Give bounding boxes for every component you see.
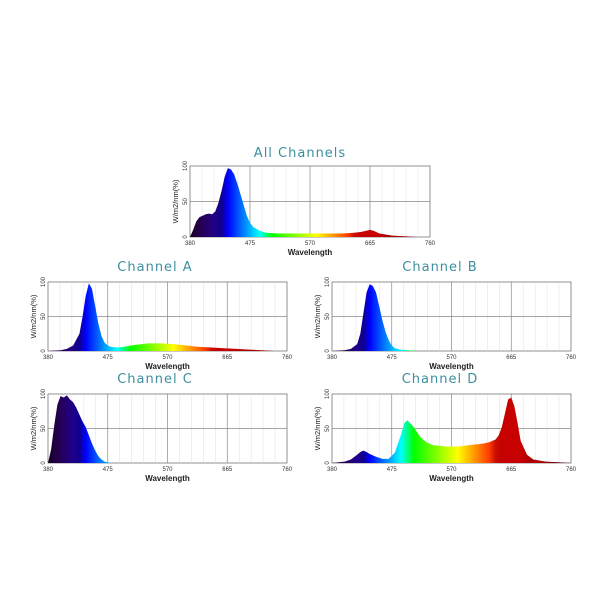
- y-tick-label: 0: [325, 349, 331, 353]
- x-tick-label: 760: [566, 355, 577, 361]
- y-tick-label: 100: [41, 276, 47, 287]
- x-tick-label: 665: [506, 467, 517, 473]
- x-tick-label: 760: [425, 241, 436, 247]
- chart-title: Channel B: [402, 260, 478, 275]
- chart-title: Channel D: [401, 372, 479, 387]
- y-axis-label: W/m2/nm(%): [29, 406, 38, 450]
- chart-all-channels: 380 475 570 665 760 0 50 100 W/m2/nm(%) Wavelengt…: [171, 160, 436, 257]
- y-axis-label: W/m2/nm(%): [29, 294, 38, 338]
- spectrum-area: [48, 283, 287, 351]
- y-tick-label: 50: [41, 425, 47, 432]
- spectrum-area: [48, 395, 118, 463]
- y-tick-label: 100: [183, 160, 189, 171]
- x-tick-label: 760: [566, 467, 577, 473]
- chart-panel-channel-a: Channel A 380 475 570 665 760 0 50 100 W/m2/nm(%…: [10, 260, 300, 374]
- chart-channel-b: 380 475 570 665 760 0 50 100 W/m2/nm(%) Wavelengt…: [313, 276, 577, 371]
- x-tick-label: 475: [387, 467, 398, 473]
- chart-panel-all-channels: All Channels 380 475 570 665 760 0 50 100 W/m2/n…: [150, 146, 450, 260]
- y-axis-label: W/m2/nm(%): [313, 406, 322, 450]
- y-axis-label: W/m2/nm(%): [171, 179, 180, 223]
- chart-panel-channel-b: Channel B 380 475 570 665 760 0 50 100 W/m2/nm(%…: [290, 260, 590, 374]
- chart-channel-d: 380 475 570 665 760 0 50 100 W/m2/nm(%) Wavelengt…: [313, 388, 577, 483]
- y-tick-label: 0: [325, 461, 331, 465]
- x-axis-label: Wavelength: [429, 474, 474, 483]
- x-tick-label: 760: [282, 355, 293, 361]
- y-tick-label: 0: [41, 349, 47, 353]
- x-tick-label: 475: [103, 467, 114, 473]
- chart-channel-a: 380 475 570 665 760 0 50 100 W/m2/nm(%) Wavelengt…: [29, 276, 293, 371]
- y-tick-label: 0: [183, 235, 189, 239]
- x-tick-label: 380: [327, 467, 338, 473]
- y-tick-label: 100: [325, 388, 331, 399]
- x-tick-label: 570: [305, 241, 316, 247]
- x-tick-label: 570: [446, 355, 457, 361]
- y-tick-label: 50: [325, 425, 331, 432]
- y-tick-label: 100: [325, 276, 331, 287]
- x-tick-label: 475: [103, 355, 114, 361]
- x-tick-label: 380: [43, 467, 54, 473]
- x-tick-label: 665: [222, 355, 233, 361]
- x-tick-label: 760: [282, 467, 293, 473]
- x-tick-label: 380: [185, 241, 196, 247]
- x-tick-label: 570: [162, 355, 173, 361]
- x-tick-label: 475: [387, 355, 398, 361]
- chart-panel-channel-d: Channel D 380 475 570 665 760 0 50 100 W/m2/nm(%…: [290, 372, 590, 486]
- x-tick-label: 475: [245, 241, 256, 247]
- x-axis-label: Wavelength: [288, 248, 333, 257]
- x-tick-label: 665: [506, 355, 517, 361]
- y-tick-label: 100: [41, 388, 47, 399]
- x-tick-label: 665: [365, 241, 376, 247]
- x-tick-label: 380: [327, 355, 338, 361]
- spectrum-area: [332, 284, 458, 351]
- chart-title: All Channels: [253, 146, 347, 161]
- chart-title: Channel A: [117, 260, 193, 275]
- y-tick-label: 50: [325, 313, 331, 320]
- x-tick-label: 380: [43, 355, 54, 361]
- spectrum-area: [332, 397, 571, 463]
- chart-title: Channel C: [117, 372, 193, 387]
- chart-channel-c: 380 475 570 665 760 0 50 100 W/m2/nm(%) Wavelengt…: [29, 388, 293, 483]
- x-tick-label: 570: [446, 467, 457, 473]
- y-tick-label: 50: [183, 198, 189, 205]
- chart-panel-channel-c: Channel C 380 475 570 665 760 0 50 100 W/m2/nm(%…: [10, 372, 300, 486]
- x-axis-label: Wavelength: [429, 362, 474, 371]
- y-axis-label: W/m2/nm(%): [313, 294, 322, 338]
- x-tick-label: 665: [222, 467, 233, 473]
- y-tick-label: 0: [41, 461, 47, 465]
- x-tick-label: 570: [162, 467, 173, 473]
- x-axis-label: Wavelength: [145, 362, 190, 371]
- spectrum-area: [190, 168, 430, 237]
- y-tick-label: 50: [41, 313, 47, 320]
- x-axis-label: Wavelength: [145, 474, 190, 483]
